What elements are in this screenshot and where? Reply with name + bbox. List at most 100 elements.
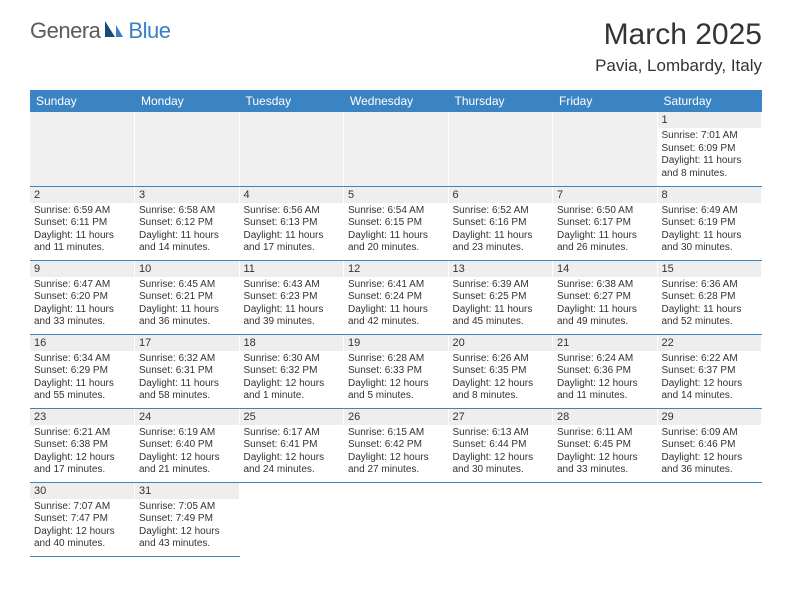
day-info: Sunrise: 6:30 AMSunset: 6:32 PMDaylight:… (240, 351, 344, 405)
calendar-cell: 5Sunrise: 6:54 AMSunset: 6:15 PMDaylight… (344, 186, 449, 260)
calendar-week-row: 9Sunrise: 6:47 AMSunset: 6:20 PMDaylight… (30, 260, 762, 334)
day-info: Sunrise: 6:17 AMSunset: 6:41 PMDaylight:… (240, 425, 344, 479)
day-number: 17 (135, 335, 239, 351)
calendar-cell: 29Sunrise: 6:09 AMSunset: 6:46 PMDayligh… (657, 408, 762, 482)
calendar-cell: 8Sunrise: 6:49 AMSunset: 6:19 PMDaylight… (657, 186, 762, 260)
calendar-week-row: 30Sunrise: 7:07 AMSunset: 7:47 PMDayligh… (30, 482, 762, 556)
day-info: Sunrise: 6:49 AMSunset: 6:19 PMDaylight:… (658, 203, 762, 257)
day-number: 23 (30, 409, 134, 425)
day-info: Sunrise: 7:05 AMSunset: 7:49 PMDaylight:… (135, 499, 239, 553)
day-number: 24 (135, 409, 239, 425)
page-title: March 2025 (595, 18, 762, 52)
day-info: Sunrise: 6:52 AMSunset: 6:16 PMDaylight:… (449, 203, 553, 257)
calendar-cell: 20Sunrise: 6:26 AMSunset: 6:35 PMDayligh… (448, 334, 553, 408)
calendar-cell: 1Sunrise: 7:01 AMSunset: 6:09 PMDaylight… (657, 112, 762, 186)
calendar-cell: 10Sunrise: 6:45 AMSunset: 6:21 PMDayligh… (135, 260, 240, 334)
logo-text-blue: Blue (128, 18, 170, 44)
weekday-header: Friday (553, 90, 658, 112)
calendar-cell: 27Sunrise: 6:13 AMSunset: 6:44 PMDayligh… (448, 408, 553, 482)
day-number: 4 (240, 187, 344, 203)
logo-sail-icon (103, 19, 125, 44)
calendar-cell (448, 112, 553, 186)
weekday-header: Monday (135, 90, 240, 112)
calendar-cell (657, 482, 762, 556)
day-number: 16 (30, 335, 134, 351)
day-number: 19 (344, 335, 448, 351)
calendar-week-row: 1Sunrise: 7:01 AMSunset: 6:09 PMDaylight… (30, 112, 762, 186)
calendar-cell: 21Sunrise: 6:24 AMSunset: 6:36 PMDayligh… (553, 334, 658, 408)
day-info: Sunrise: 6:45 AMSunset: 6:21 PMDaylight:… (135, 277, 239, 331)
day-info: Sunrise: 6:50 AMSunset: 6:17 PMDaylight:… (553, 203, 657, 257)
calendar-cell: 14Sunrise: 6:38 AMSunset: 6:27 PMDayligh… (553, 260, 658, 334)
day-number: 29 (658, 409, 762, 425)
day-info: Sunrise: 6:54 AMSunset: 6:15 PMDaylight:… (344, 203, 448, 257)
calendar-cell: 25Sunrise: 6:17 AMSunset: 6:41 PMDayligh… (239, 408, 344, 482)
logo-text-general: Genera (30, 18, 100, 44)
calendar-cell (30, 112, 135, 186)
day-info: Sunrise: 6:22 AMSunset: 6:37 PMDaylight:… (658, 351, 762, 405)
weekday-header: Wednesday (344, 90, 449, 112)
day-number: 15 (658, 261, 762, 277)
day-info: Sunrise: 6:43 AMSunset: 6:23 PMDaylight:… (240, 277, 344, 331)
day-number: 10 (135, 261, 239, 277)
day-info: Sunrise: 6:09 AMSunset: 6:46 PMDaylight:… (658, 425, 762, 479)
day-number: 6 (449, 187, 553, 203)
day-number: 20 (449, 335, 553, 351)
day-number: 7 (553, 187, 657, 203)
day-info: Sunrise: 6:59 AMSunset: 6:11 PMDaylight:… (30, 203, 134, 257)
calendar-cell: 31Sunrise: 7:05 AMSunset: 7:49 PMDayligh… (135, 482, 240, 556)
day-info: Sunrise: 6:47 AMSunset: 6:20 PMDaylight:… (30, 277, 134, 331)
day-number: 11 (240, 261, 344, 277)
day-info: Sunrise: 7:07 AMSunset: 7:47 PMDaylight:… (30, 499, 134, 553)
calendar-cell (239, 482, 344, 556)
calendar-cell: 22Sunrise: 6:22 AMSunset: 6:37 PMDayligh… (657, 334, 762, 408)
day-number: 26 (344, 409, 448, 425)
calendar-cell: 24Sunrise: 6:19 AMSunset: 6:40 PMDayligh… (135, 408, 240, 482)
calendar-cell: 6Sunrise: 6:52 AMSunset: 6:16 PMDaylight… (448, 186, 553, 260)
day-info: Sunrise: 6:19 AMSunset: 6:40 PMDaylight:… (135, 425, 239, 479)
calendar-cell: 19Sunrise: 6:28 AMSunset: 6:33 PMDayligh… (344, 334, 449, 408)
day-number: 9 (30, 261, 134, 277)
calendar-cell: 28Sunrise: 6:11 AMSunset: 6:45 PMDayligh… (553, 408, 658, 482)
weekday-header: Thursday (448, 90, 553, 112)
day-number: 2 (30, 187, 134, 203)
day-info: Sunrise: 6:11 AMSunset: 6:45 PMDaylight:… (553, 425, 657, 479)
calendar-cell: 2Sunrise: 6:59 AMSunset: 6:11 PMDaylight… (30, 186, 135, 260)
header: Genera Blue March 2025 Pavia, Lombardy, … (0, 0, 792, 84)
day-info: Sunrise: 6:24 AMSunset: 6:36 PMDaylight:… (553, 351, 657, 405)
day-number: 13 (449, 261, 553, 277)
day-number: 31 (135, 483, 239, 499)
weekday-header-row: SundayMondayTuesdayWednesdayThursdayFrid… (30, 90, 762, 112)
calendar-cell: 13Sunrise: 6:39 AMSunset: 6:25 PMDayligh… (448, 260, 553, 334)
day-number: 25 (240, 409, 344, 425)
calendar-cell: 9Sunrise: 6:47 AMSunset: 6:20 PMDaylight… (30, 260, 135, 334)
day-number: 18 (240, 335, 344, 351)
calendar-cell: 7Sunrise: 6:50 AMSunset: 6:17 PMDaylight… (553, 186, 658, 260)
calendar-cell: 23Sunrise: 6:21 AMSunset: 6:38 PMDayligh… (30, 408, 135, 482)
day-number: 22 (658, 335, 762, 351)
calendar-cell (553, 112, 658, 186)
calendar-cell: 18Sunrise: 6:30 AMSunset: 6:32 PMDayligh… (239, 334, 344, 408)
day-number: 27 (449, 409, 553, 425)
calendar-cell (553, 482, 658, 556)
calendar-cell (135, 112, 240, 186)
calendar-cell: 12Sunrise: 6:41 AMSunset: 6:24 PMDayligh… (344, 260, 449, 334)
day-number: 12 (344, 261, 448, 277)
day-number: 14 (553, 261, 657, 277)
calendar-cell: 26Sunrise: 6:15 AMSunset: 6:42 PMDayligh… (344, 408, 449, 482)
day-number: 8 (658, 187, 762, 203)
calendar-cell: 16Sunrise: 6:34 AMSunset: 6:29 PMDayligh… (30, 334, 135, 408)
calendar-cell (448, 482, 553, 556)
day-info: Sunrise: 7:01 AMSunset: 6:09 PMDaylight:… (658, 128, 762, 182)
location-subtitle: Pavia, Lombardy, Italy (595, 56, 762, 76)
calendar-week-row: 23Sunrise: 6:21 AMSunset: 6:38 PMDayligh… (30, 408, 762, 482)
day-info: Sunrise: 6:38 AMSunset: 6:27 PMDaylight:… (553, 277, 657, 331)
day-number: 30 (30, 483, 134, 499)
weekday-header: Sunday (30, 90, 135, 112)
calendar-cell: 11Sunrise: 6:43 AMSunset: 6:23 PMDayligh… (239, 260, 344, 334)
day-number: 21 (553, 335, 657, 351)
calendar-cell: 3Sunrise: 6:58 AMSunset: 6:12 PMDaylight… (135, 186, 240, 260)
calendar-week-row: 16Sunrise: 6:34 AMSunset: 6:29 PMDayligh… (30, 334, 762, 408)
calendar-cell: 15Sunrise: 6:36 AMSunset: 6:28 PMDayligh… (657, 260, 762, 334)
day-info: Sunrise: 6:13 AMSunset: 6:44 PMDaylight:… (449, 425, 553, 479)
